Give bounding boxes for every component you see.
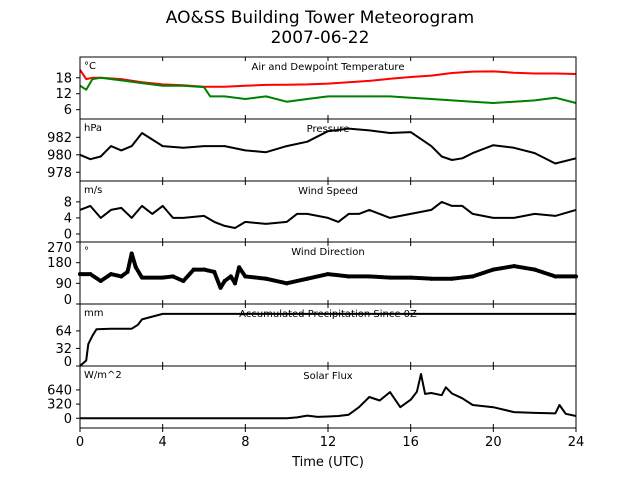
data-point xyxy=(532,267,537,272)
data-point xyxy=(191,267,196,272)
y-tick-label: 270 xyxy=(47,241,72,256)
y-tick-label: 0 xyxy=(64,355,72,370)
series-dewpoint xyxy=(79,76,577,104)
y-tick-label: 0 xyxy=(64,227,72,242)
data-point xyxy=(450,276,454,281)
y-tick-label: 4 xyxy=(64,211,72,226)
chart-title: AO&SS Building Tower Meteorogram xyxy=(165,8,475,28)
data-point xyxy=(181,279,186,284)
panel-unit: ° xyxy=(84,246,89,257)
data-point xyxy=(140,275,144,280)
data-point xyxy=(125,269,130,274)
series-wind-direction xyxy=(78,251,578,290)
data-point xyxy=(367,274,372,279)
data-point xyxy=(512,264,516,269)
data-point xyxy=(233,281,237,286)
data-point xyxy=(98,279,103,284)
panel-unit: hPa xyxy=(84,123,102,134)
x-tick-label: 24 xyxy=(568,435,585,450)
panel-title: Solar Flux xyxy=(303,371,353,382)
data-point xyxy=(243,274,248,279)
data-point xyxy=(408,275,413,280)
y-tick-label: 8 xyxy=(64,195,72,210)
panel-unit: W/m^2 xyxy=(84,370,122,381)
series-precipitation xyxy=(79,312,576,367)
data-point xyxy=(470,274,475,279)
data-point xyxy=(129,251,134,256)
y-tick-label: 6 xyxy=(64,103,72,118)
chart-subtitle: 2007-06-22 xyxy=(270,28,370,48)
data-point xyxy=(160,275,165,280)
series-air-temperature xyxy=(79,69,577,88)
x-tick-label: 0 xyxy=(76,435,84,450)
x-tick-label: 8 xyxy=(241,435,249,450)
panel-title: Pressure xyxy=(307,124,350,135)
data-point xyxy=(212,269,217,274)
panel-title: Wind Direction xyxy=(291,247,365,258)
x-tick-label: 16 xyxy=(402,435,419,450)
data-point xyxy=(326,272,330,277)
data-point xyxy=(119,274,124,279)
data-point xyxy=(88,272,93,277)
y-tick-label: 180 xyxy=(47,256,72,271)
y-tick-label: 18 xyxy=(55,71,72,86)
data-point xyxy=(491,267,496,272)
data-point xyxy=(218,285,223,290)
y-tick-label: 0 xyxy=(64,293,72,308)
series-solar-flux xyxy=(80,373,577,420)
y-tick-label: 640 xyxy=(47,383,72,398)
panel-unit: °C xyxy=(84,61,96,72)
panel-unit: m/s xyxy=(84,185,102,196)
data-point xyxy=(222,279,227,284)
y-tick-label: 0 xyxy=(64,412,72,427)
panel-title: Accumulated Precipitation Since 0Z xyxy=(239,309,417,320)
x-tick-label: 12 xyxy=(320,435,337,450)
y-tick-label: 12 xyxy=(55,87,72,102)
data-point xyxy=(237,265,242,270)
y-tick-label: 980 xyxy=(47,148,72,163)
data-point xyxy=(553,274,558,279)
series-pressure xyxy=(79,127,577,165)
y-tick-label: 982 xyxy=(47,131,72,146)
data-point xyxy=(228,274,233,279)
panel-title: Wind Speed xyxy=(298,186,358,197)
data-point xyxy=(388,275,392,280)
y-tick-label: 320 xyxy=(47,398,72,413)
data-point xyxy=(346,274,351,279)
x-tick-label: 4 xyxy=(159,435,167,450)
data-point xyxy=(171,274,175,279)
x-axis-label: Time (UTC) xyxy=(291,455,364,470)
data-point xyxy=(264,276,268,281)
y-tick-label: 32 xyxy=(55,342,72,357)
x-tick-label: 20 xyxy=(485,435,502,450)
data-point xyxy=(133,265,138,270)
series-wind-speed xyxy=(79,200,577,229)
y-tick-label: 90 xyxy=(55,277,72,292)
data-point xyxy=(429,276,434,281)
panel-title: Air and Dewpoint Temperature xyxy=(252,62,405,73)
y-tick-label: 64 xyxy=(55,324,72,339)
data-point xyxy=(109,272,113,277)
panel-unit: mm xyxy=(84,308,103,319)
data-point xyxy=(284,281,289,286)
data-point xyxy=(202,267,206,272)
data-point xyxy=(305,276,310,281)
y-tick-label: 978 xyxy=(47,166,72,181)
